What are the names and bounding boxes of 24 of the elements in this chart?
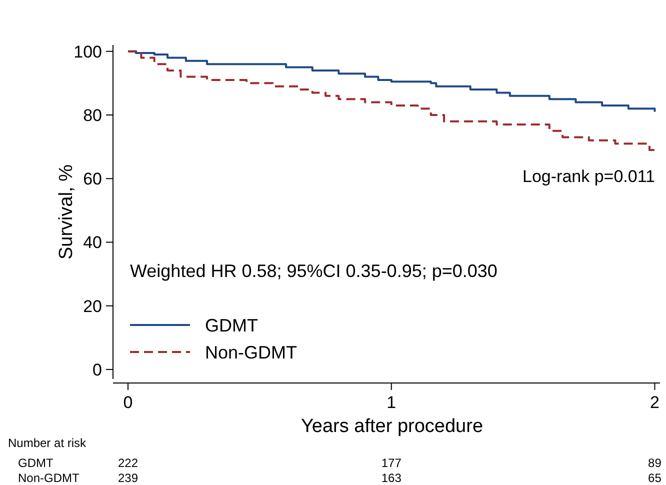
legend-label: GDMT bbox=[205, 315, 258, 336]
y-tick-label: 100 bbox=[74, 42, 102, 62]
annotation: Weighted HR 0.58; 95%CI 0.35-0.95; p=0.030 bbox=[130, 261, 498, 281]
annotation: Log-rank p=0.011 bbox=[522, 167, 655, 186]
text: 222 bbox=[118, 456, 138, 470]
x-axis-title: Years after procedure bbox=[300, 416, 484, 437]
text: 177 bbox=[381, 456, 402, 470]
text: GDMT bbox=[18, 456, 54, 470]
x-tick-label: 2 bbox=[650, 393, 660, 412]
text: Non-GDMT bbox=[18, 471, 80, 485]
y-tick-label: 40 bbox=[83, 233, 102, 252]
y-tick-label: 20 bbox=[83, 296, 102, 316]
y-tick-label: 60 bbox=[83, 170, 102, 189]
x-tick-label: 1 bbox=[386, 393, 396, 412]
text: 65 bbox=[648, 471, 662, 485]
y-tick-label: 0 bbox=[92, 360, 102, 380]
text: 239 bbox=[118, 471, 138, 485]
legend-label: Non-GDMT bbox=[205, 342, 298, 362]
y-tick-label: 80 bbox=[83, 106, 102, 125]
x-tick-label: 0 bbox=[123, 393, 133, 412]
text: 89 bbox=[648, 456, 662, 470]
y-axis-title: Survival, % bbox=[56, 164, 77, 260]
text: Number at risk bbox=[8, 436, 88, 450]
text: 163 bbox=[381, 471, 402, 485]
